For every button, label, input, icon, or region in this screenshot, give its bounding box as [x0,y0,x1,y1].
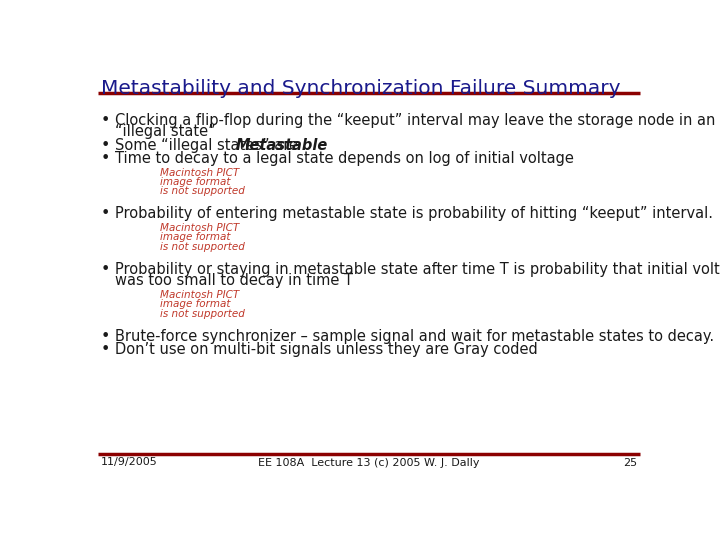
Text: Macintosh PICT: Macintosh PICT [160,290,239,300]
Text: EE 108A  Lecture 13 (c) 2005 W. J. Dally: EE 108A Lecture 13 (c) 2005 W. J. Dally [258,457,480,468]
Text: •: • [101,151,110,166]
Text: Probability of entering metastable state is probability of hitting “keeput” inte: Probability of entering metastable state… [114,206,713,221]
Text: •: • [101,112,110,127]
Text: is not supported: is not supported [160,308,245,319]
Text: was too small to decay in time T: was too small to decay in time T [114,273,353,288]
Text: Metastable: Metastable [235,138,328,153]
Text: •: • [101,138,110,153]
Text: Macintosh PICT: Macintosh PICT [160,168,239,178]
Text: •: • [101,261,110,276]
Text: Time to decay to a legal state depends on log of initial voltage: Time to decay to a legal state depends o… [114,151,574,166]
Text: Some “illegal states” are: Some “illegal states” are [114,138,302,153]
Text: Macintosh PICT: Macintosh PICT [160,223,239,233]
Text: •: • [101,342,110,357]
Text: Don’t use on multi-bit signals unless they are Gray coded: Don’t use on multi-bit signals unless th… [114,342,538,357]
Text: Metastability and Synchronization Failure Summary: Metastability and Synchronization Failur… [101,79,621,98]
Text: 11/9/2005: 11/9/2005 [101,457,158,468]
Text: •: • [101,328,110,343]
Text: Probability or staying in metastable state after time T is probability that init: Probability or staying in metastable sta… [114,261,720,276]
Text: image format: image format [160,299,230,309]
Text: image format: image format [160,177,230,187]
Text: “illegal state”: “illegal state” [114,125,215,139]
Text: Brute-force synchronizer – sample signal and wait for metastable states to decay: Brute-force synchronizer – sample signal… [114,328,714,343]
Text: •: • [101,206,110,221]
Text: Clocking a flip-flop during the “keeput” interval may leave the storage node in : Clocking a flip-flop during the “keeput”… [114,112,715,127]
Text: image format: image format [160,232,230,242]
Text: is not supported: is not supported [160,241,245,252]
Text: 25: 25 [623,457,637,468]
Text: is not supported: is not supported [160,186,245,197]
